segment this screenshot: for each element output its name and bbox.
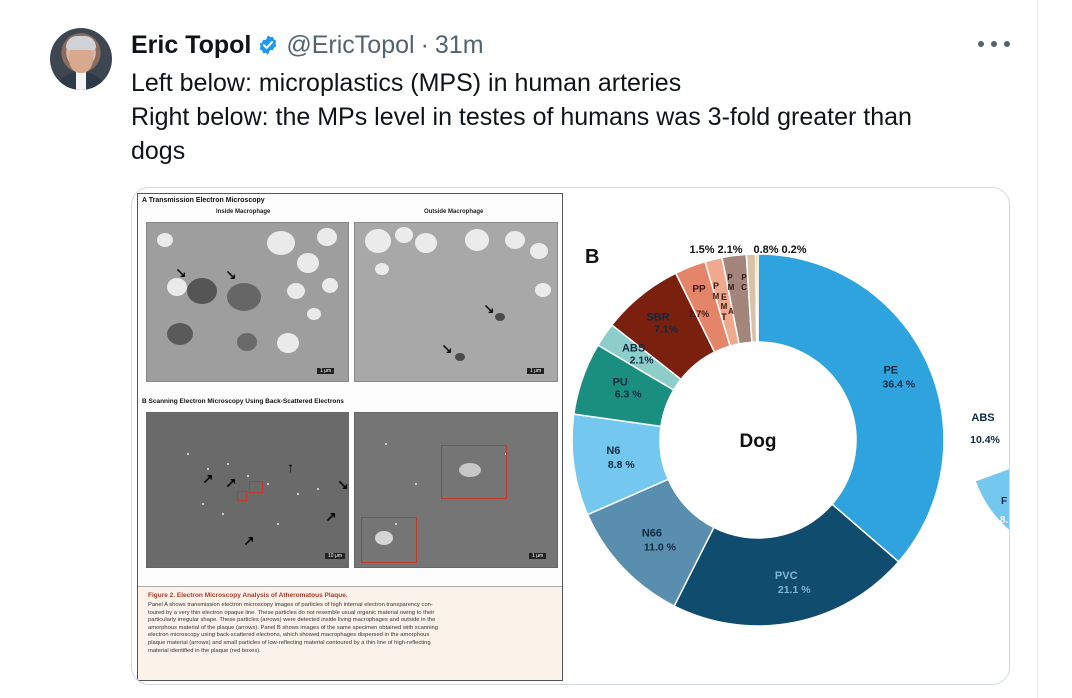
panel-a-title: A Transmission Electron Microscopy [142, 197, 265, 204]
slice-label-n66: N66 [642, 527, 662, 539]
pie-slice-pc [754, 253, 759, 343]
slice-label-sbr: SBR [646, 312, 669, 324]
top-percentage-label: 0.2% [781, 244, 806, 256]
tweet-line: Right below: the MPs level in testes of … [131, 103, 912, 131]
top-percentage-label: 2.1% [717, 244, 742, 256]
slice-label-pvc: PVC [775, 570, 798, 582]
pie-slice-pvc [673, 503, 900, 627]
partial-chart-label: F [1001, 496, 1007, 507]
small-slice-mark: C [741, 283, 747, 292]
avatar[interactable] [50, 28, 112, 90]
small-slice-mark: M [721, 302, 728, 311]
figure-caption: Figure 2. Electron Microscopy Analysis o… [138, 586, 562, 680]
slice-value-pe: 36.4 % [882, 378, 915, 390]
slice-label-pu: PU [613, 377, 628, 389]
tweet-media[interactable]: A Transmission Electron Microscopy Insid… [131, 187, 1010, 685]
tweet-text: Left below: microplastics (MPS) in human… [131, 66, 1011, 168]
slice-value-pvc: 21.1 % [778, 584, 811, 596]
scale-bar: 1 μm [529, 553, 547, 559]
small-slice-mark: 2.7% [689, 309, 710, 319]
author-handle[interactable]: @EricTopol [286, 30, 415, 59]
sem-image-left: ↗ ↗ ↑ ↘ ↗ ↗ 10 μm [146, 412, 349, 568]
small-slice-mark: A [728, 307, 734, 316]
partial-chart-slice [974, 468, 1009, 531]
top-percentage-label: 0.8% [753, 244, 778, 256]
donut-chart-figure: B Dog PE 36.4 % PVC 21.1 % N66 11.0 % N6 8.8 % PU… [568, 188, 1009, 684]
electron-microscopy-figure: A Transmission Electron Microscopy Insid… [137, 193, 563, 681]
slice-value-sbr: 7.1% [654, 324, 679, 336]
pie-slice-pe [757, 253, 945, 563]
small-slice-mark: P [727, 273, 733, 282]
slice-value-abs: 2.1% [630, 354, 655, 366]
partial-chart-label: 8. [1000, 515, 1009, 526]
tem-image-outside: ↘ ↘ 1 μm [354, 222, 558, 382]
small-slice-mark: T [721, 312, 727, 322]
tem-image-inside: ↘ ↘ 1 μm [146, 222, 349, 382]
small-slice-mark: M [728, 283, 735, 292]
slice-label-abs: ABS [622, 342, 645, 354]
scale-bar: 1 μm [317, 368, 335, 374]
timeline-divider [1037, 0, 1038, 698]
slice-value-pu: 6.3 % [615, 389, 643, 401]
tweet-header: Eric Topol @EricTopol · 31m [131, 29, 484, 61]
caption-text: Panel A shows transmission electron micr… [148, 602, 438, 654]
tweet-line: dogs [131, 137, 186, 165]
panel-b-title: B Scanning Electron Microscopy Using Bac… [142, 398, 344, 405]
partial-chart-label: ABS [971, 412, 994, 424]
partial-chart-label: 10.4% [970, 434, 1000, 446]
small-slice-mark: PP [692, 284, 706, 295]
author-name[interactable]: Eric Topol [131, 30, 252, 59]
slice-value-n6: 8.8 % [608, 459, 636, 471]
slice-label-n6: N6 [606, 445, 620, 457]
sem-image-right: 1 μm [354, 412, 558, 568]
small-slice-mark: M [713, 292, 720, 301]
inside-macrophage-label: Inside Macrophage [216, 209, 271, 215]
slice-label-pe: PE [883, 364, 898, 376]
chart-panel-letter: B [585, 246, 600, 268]
separator-dot: · [420, 30, 429, 59]
scale-bar: 10 μm [325, 553, 345, 559]
small-slice-mark: P [741, 273, 747, 282]
outside-macrophage-label: Outside Macrophage [424, 209, 484, 215]
small-slice-mark: E [721, 292, 727, 302]
more-options-icon[interactable] [978, 32, 1010, 56]
scale-bar: 1 μm [527, 368, 545, 374]
verified-badge-icon [260, 35, 277, 55]
top-percentage-label: 1.5% [689, 244, 714, 256]
caption-title: Figure 2. Electron Microscopy Analysis o… [148, 592, 348, 599]
slice-value-n66: 11.0 % [644, 541, 677, 553]
small-slice-mark: P [713, 281, 719, 291]
tweet-timestamp[interactable]: 31m [434, 30, 484, 59]
partial-chart-label: SI [973, 346, 983, 357]
tweet-line: Left below: microplastics (MPS) in human… [131, 69, 682, 97]
chart-center-label: Dog [740, 431, 777, 452]
